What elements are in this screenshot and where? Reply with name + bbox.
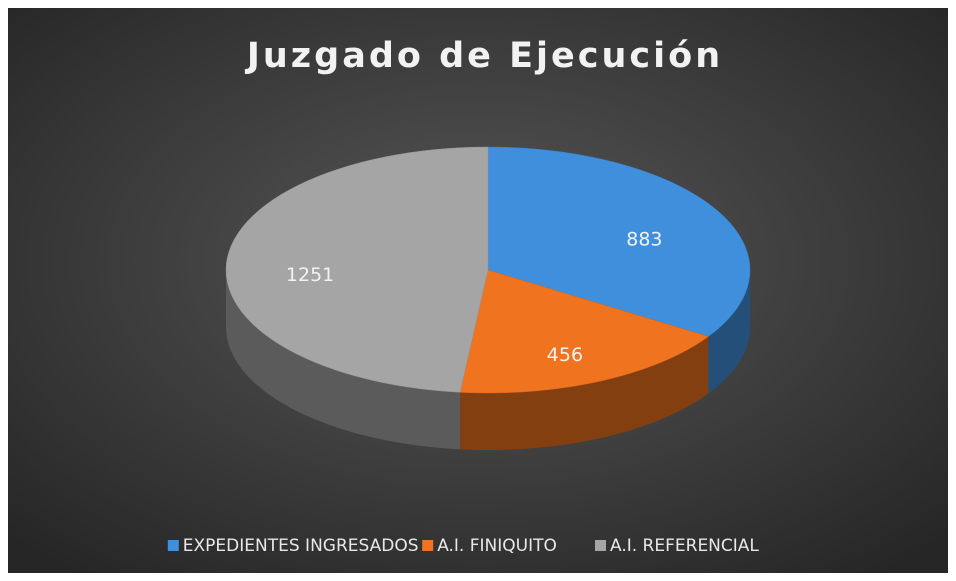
legend-marker bbox=[595, 540, 606, 551]
legend-marker bbox=[167, 540, 179, 551]
pie: 883 456 1251 bbox=[225, 146, 751, 450]
pie-slice-side bbox=[226, 270, 461, 450]
legend-label: A.I. REFERENCIAL bbox=[610, 536, 759, 556]
data-label: 1251 bbox=[286, 264, 334, 286]
chart-title: Juzgado de Ejecución bbox=[245, 36, 723, 76]
pie-slice bbox=[487, 146, 751, 337]
legend-marker bbox=[422, 540, 434, 551]
legend-label: A.I. FINIQUITO bbox=[437, 536, 557, 556]
data-label: 456 bbox=[547, 344, 583, 366]
pie-slice-side bbox=[708, 270, 750, 394]
pie-slice-side bbox=[460, 336, 709, 450]
legend-label: EXPEDIENTES INGRESADOS bbox=[183, 536, 419, 556]
data-label: 883 bbox=[626, 228, 662, 250]
legend: EXPEDIENTES INGRESADOS A.I. FINIQUITO A.I.… bbox=[167, 536, 759, 556]
pie-slice bbox=[459, 269, 709, 394]
pie-slice bbox=[225, 146, 489, 393]
